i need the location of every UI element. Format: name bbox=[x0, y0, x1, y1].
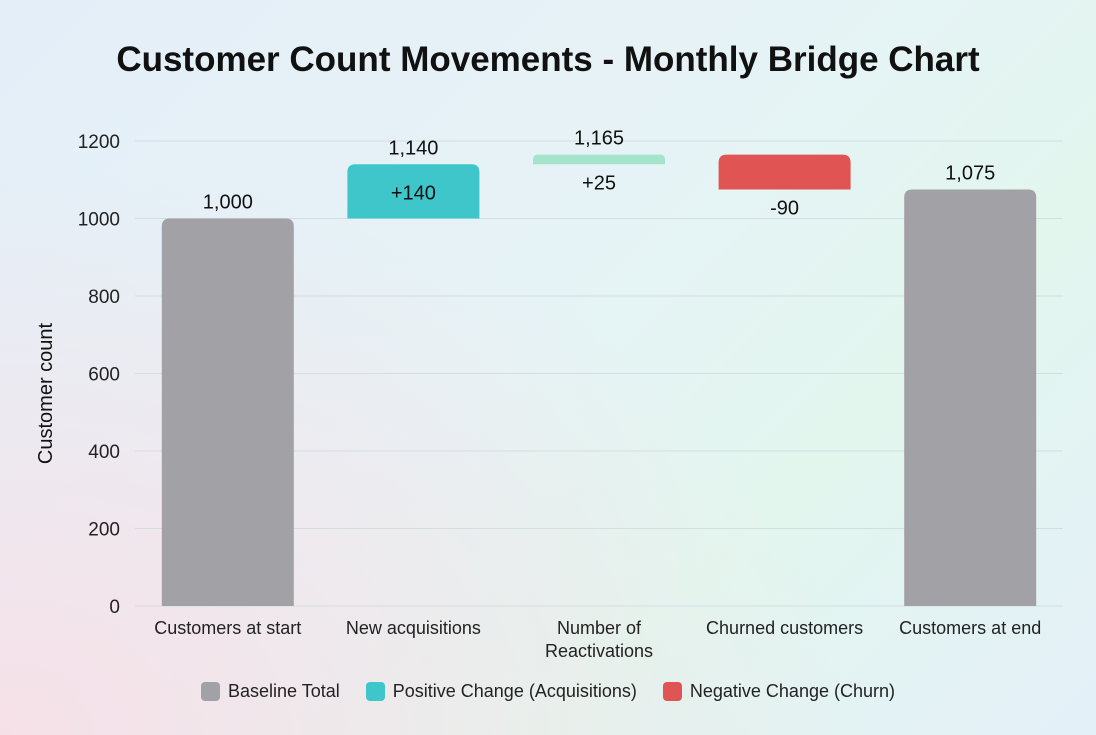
legend-item-baseline: Baseline Total bbox=[201, 681, 340, 702]
bar-change-label: +25 bbox=[582, 172, 616, 194]
y-tick-label: 0 bbox=[109, 597, 120, 618]
y-tick-label: 600 bbox=[88, 365, 120, 386]
bar-value-label: 1,000 bbox=[203, 192, 253, 214]
legend-swatch bbox=[662, 682, 682, 701]
y-tick-label: 1200 bbox=[78, 132, 120, 153]
y-tick-label: 1000 bbox=[78, 210, 120, 231]
legend: Baseline Total Positive Change (Acquisit… bbox=[0, 681, 1096, 702]
bar-change-label: -90 bbox=[770, 197, 799, 219]
bar-value-label: 1,075 bbox=[945, 162, 995, 184]
y-axis-label: Customer count bbox=[35, 322, 57, 464]
x-tick-label: New acquisitions bbox=[346, 618, 481, 638]
y-tick-label: 400 bbox=[88, 442, 120, 463]
legend-item-negative: Negative Change (Churn) bbox=[662, 681, 895, 702]
bar-negative bbox=[718, 154, 851, 190]
x-tick-label: Reactivations bbox=[545, 641, 653, 661]
bar-value-label: 1,140 bbox=[388, 137, 438, 159]
legend-swatch bbox=[201, 682, 220, 701]
bar-total bbox=[161, 218, 294, 606]
y-tick-label: 800 bbox=[88, 287, 120, 308]
bar-change-label: +140 bbox=[391, 182, 436, 204]
x-tick-label: Churned customers bbox=[706, 618, 863, 638]
legend-item-positive: Positive Change (Acquisitions) bbox=[365, 681, 637, 702]
x-tick-label: Customers at start bbox=[154, 618, 301, 638]
legend-label: Baseline Total bbox=[228, 681, 340, 701]
legend-swatch bbox=[365, 682, 385, 701]
x-tick-label: Number of bbox=[557, 618, 642, 638]
bar-positive bbox=[347, 164, 480, 219]
bar-total bbox=[904, 189, 1037, 606]
bar-reactivation bbox=[533, 154, 665, 165]
chart-title: Customer Count Movements - Monthly Bridg… bbox=[116, 40, 980, 79]
legend-label: Negative Change (Churn) bbox=[689, 681, 895, 701]
bar-value-label: 1,165 bbox=[574, 128, 624, 150]
x-tick-label: Customers at end bbox=[899, 618, 1041, 638]
legend-label: Positive Change (Acquisitions) bbox=[392, 681, 637, 701]
y-tick-label: 200 bbox=[88, 520, 120, 541]
